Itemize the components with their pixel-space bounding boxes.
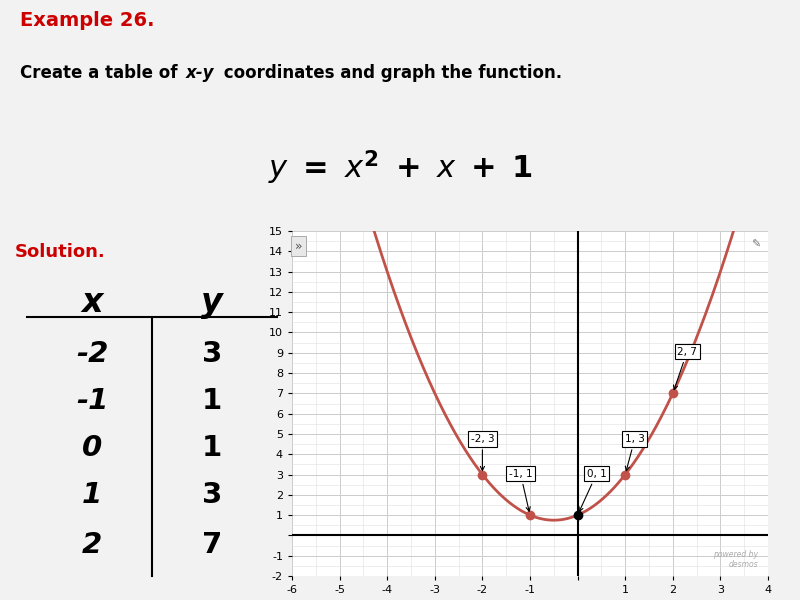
Text: 1: 1 <box>202 434 222 462</box>
Text: x-y: x-y <box>186 64 214 82</box>
Text: 1, 3: 1, 3 <box>625 434 645 470</box>
Text: 7: 7 <box>202 531 222 559</box>
Text: Solution.: Solution. <box>15 243 106 261</box>
Text: -2, 3: -2, 3 <box>470 434 494 470</box>
Text: Example 26.: Example 26. <box>20 11 154 31</box>
Text: 0, 1: 0, 1 <box>579 469 606 511</box>
Text: y: y <box>201 286 222 319</box>
Text: 1: 1 <box>82 481 102 509</box>
Text: 1: 1 <box>202 387 222 415</box>
Text: powered by
desmos: powered by desmos <box>714 550 758 569</box>
Text: 3: 3 <box>202 481 222 509</box>
Text: »: » <box>294 239 302 253</box>
Text: 2, 7: 2, 7 <box>674 347 697 389</box>
Text: Create a table of: Create a table of <box>20 64 183 82</box>
Text: 0: 0 <box>82 434 102 462</box>
Text: x: x <box>82 286 103 319</box>
Text: $\mathbf{\mathit{y}\ =\ \mathit{x}^2\ +\ \mathit{x}\ +\ 1}$: $\mathbf{\mathit{y}\ =\ \mathit{x}^2\ +\… <box>267 148 533 187</box>
Text: ✎: ✎ <box>751 239 761 250</box>
Text: -1, 1: -1, 1 <box>509 469 532 511</box>
Text: 2: 2 <box>82 531 102 559</box>
Text: coordinates and graph the function.: coordinates and graph the function. <box>218 64 562 82</box>
Text: -2: -2 <box>76 340 108 368</box>
Text: -1: -1 <box>76 387 108 415</box>
Text: 3: 3 <box>202 340 222 368</box>
